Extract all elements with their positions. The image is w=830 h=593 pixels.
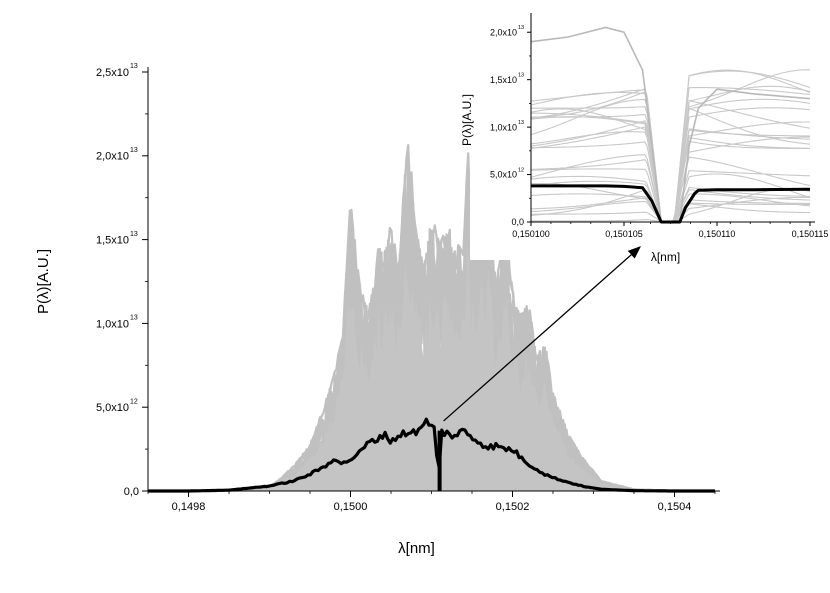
- x-tick-label: 0,150110: [699, 229, 736, 239]
- y-tick-exponent: 12: [518, 167, 524, 173]
- y-axis-label: P(λ)[A.U.]: [460, 94, 474, 146]
- main-plot: 0,1498 0,1500 0,1502 0,15040,05,0x10121,0x1…: [35, 63, 720, 557]
- y-tick-label: 1,5x10: [490, 75, 517, 85]
- y-tick-label: 1,5x10: [96, 234, 129, 246]
- y-tick-exponent: 13: [130, 315, 138, 322]
- y-tick-label: 0,0: [511, 217, 524, 227]
- average-line: [148, 417, 715, 493]
- y-tick-exponent: 13: [518, 120, 524, 126]
- y-tick-label: 0,0: [124, 486, 139, 498]
- grey-fill: [148, 243, 715, 491]
- x-tick-label: 0,1504: [658, 501, 692, 513]
- y-tick-exponent: 13: [518, 25, 524, 31]
- x-axis-label: λ[nm]: [651, 250, 680, 264]
- y-axis-label: P(λ)[A.U.]: [35, 249, 52, 314]
- y-tick-exponent: 12: [130, 398, 138, 405]
- y-tick-exponent: 13: [518, 73, 524, 79]
- x-tick-label: 0,1500: [334, 501, 368, 513]
- x-tick-label: 0,150100: [512, 229, 550, 239]
- y-tick-label: 5,0x10: [96, 402, 129, 414]
- y-tick-label: 2,5x10: [96, 67, 129, 79]
- annotation-arrow: [443, 246, 641, 422]
- y-tick-label: 2,0x10: [96, 151, 129, 163]
- inset-plot: 0,150100 0,150105 0,150110 0,150115 0,0 5,0x1…: [460, 13, 828, 264]
- y-tick-exponent: 13: [130, 231, 138, 238]
- x-tick-label: 0,150115: [792, 229, 829, 239]
- x-tick-label: 0,1498: [172, 501, 206, 513]
- x-axis-label: λ[nm]: [398, 540, 435, 557]
- y-tick-label: 2,0x10: [490, 27, 517, 37]
- x-tick-label: 0,150105: [605, 229, 643, 239]
- y-tick-label: 1,0x10: [490, 122, 517, 132]
- y-tick-exponent: 13: [130, 147, 138, 154]
- y-tick-label: 1,0x10: [96, 318, 129, 330]
- x-tick-label: 0,1502: [496, 501, 530, 513]
- y-tick-label: 5,0x10: [490, 170, 517, 180]
- y-tick-exponent: 13: [130, 63, 138, 70]
